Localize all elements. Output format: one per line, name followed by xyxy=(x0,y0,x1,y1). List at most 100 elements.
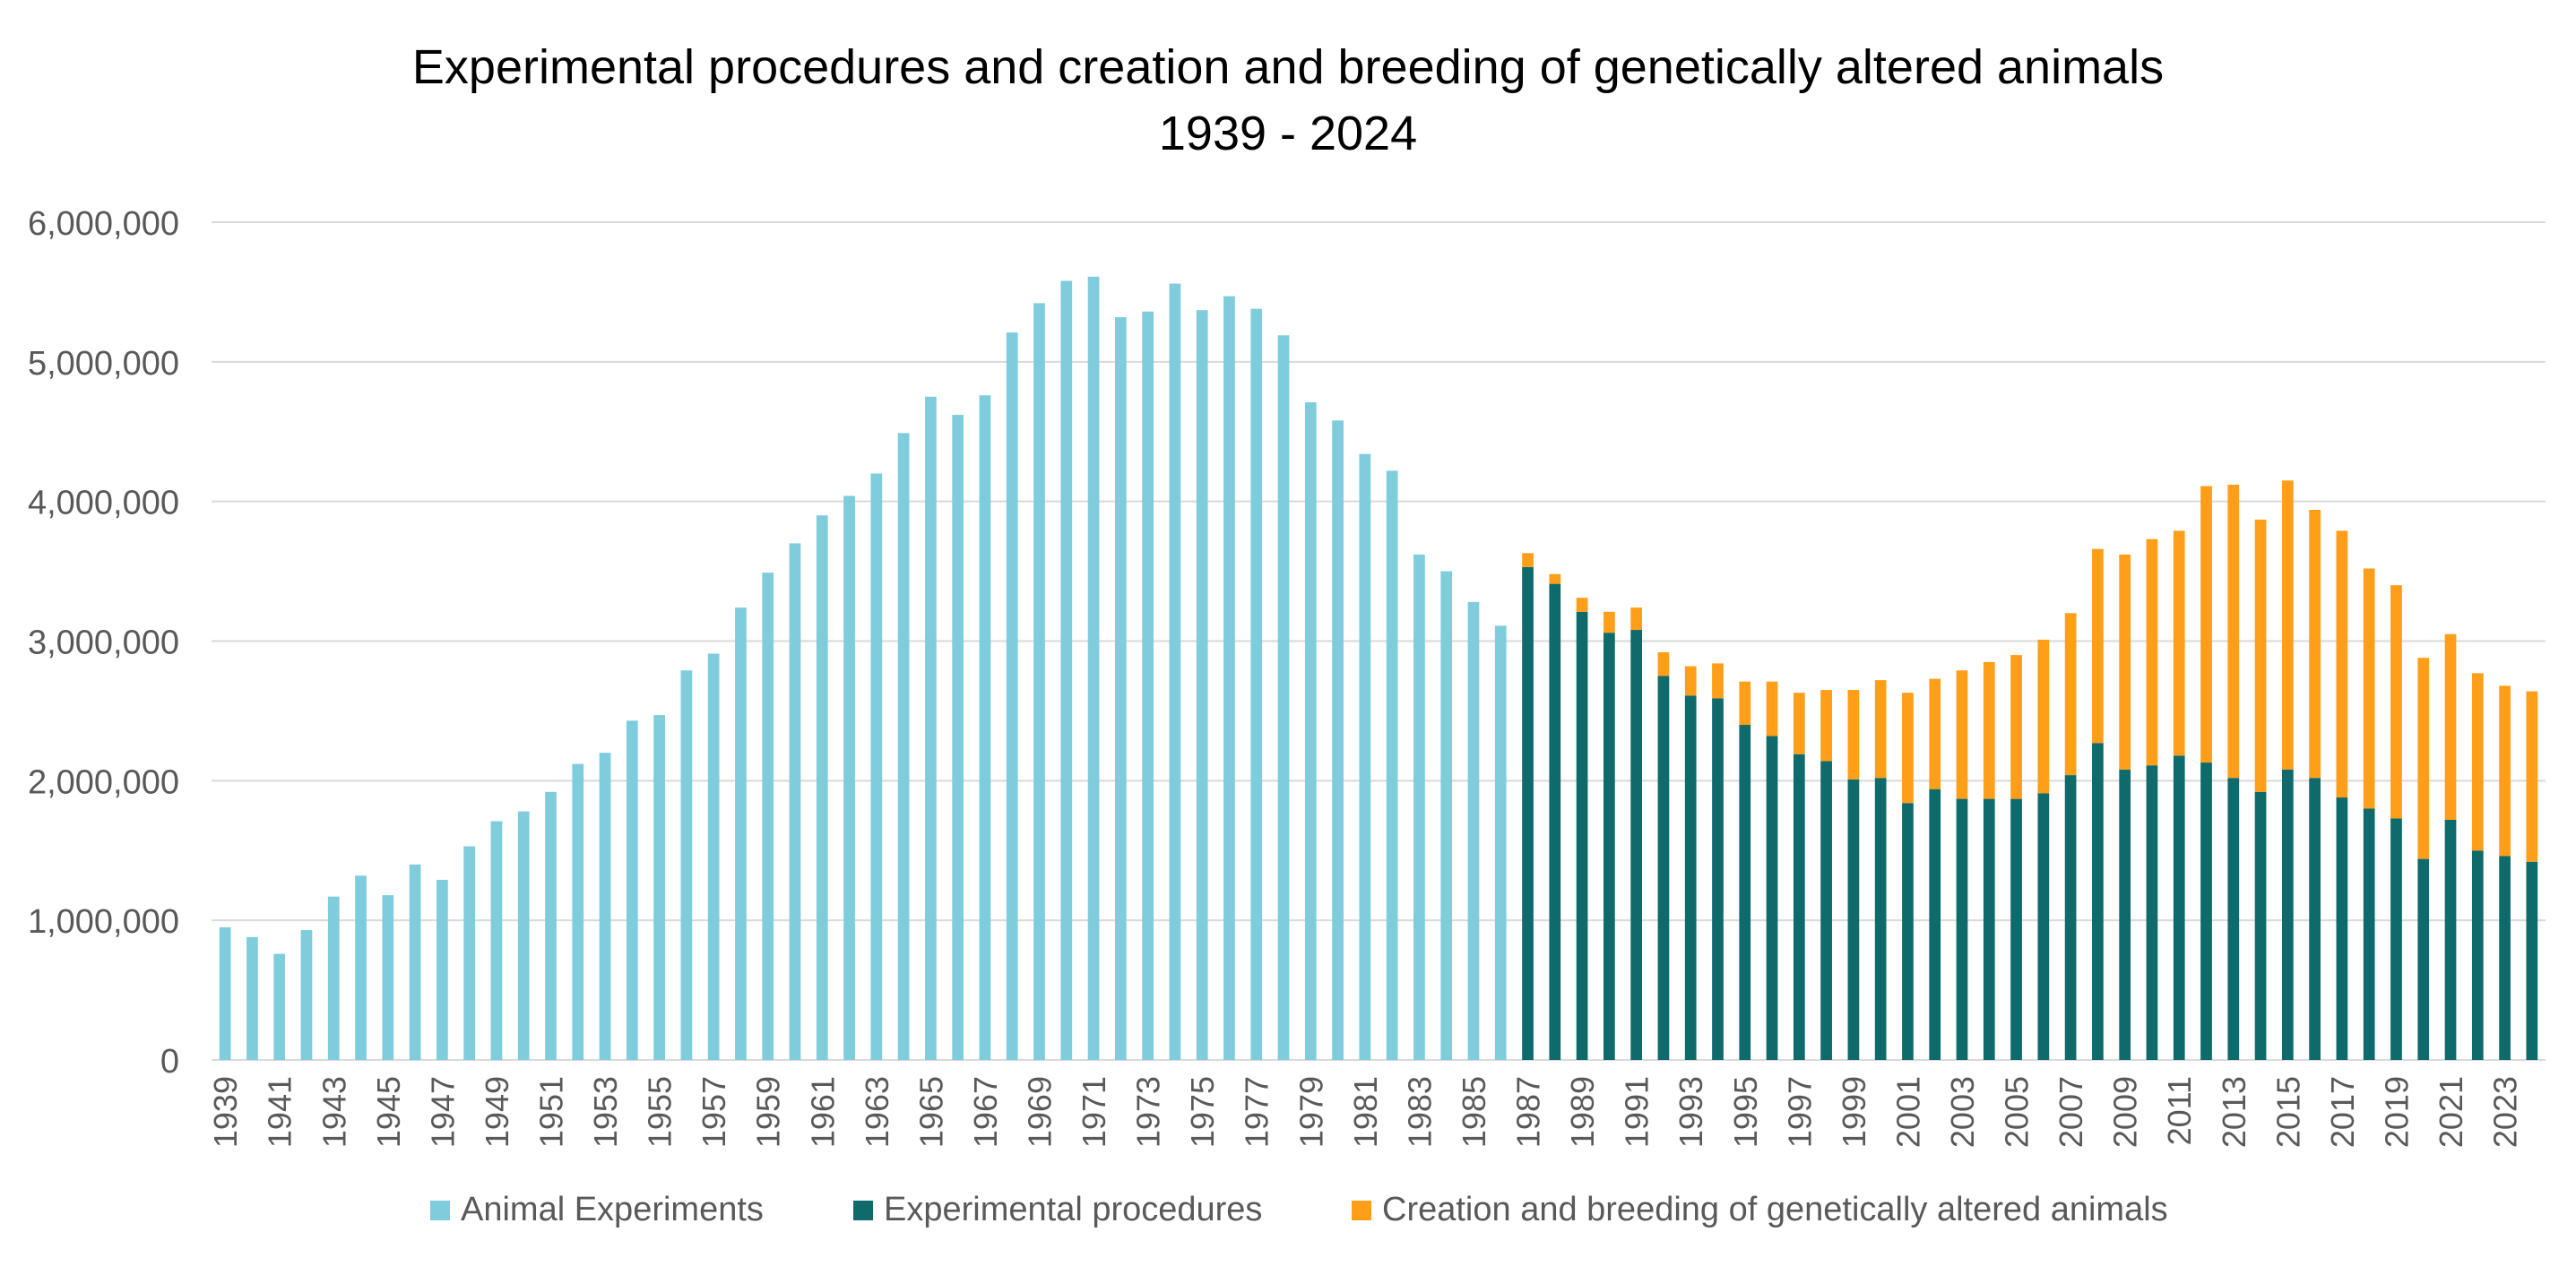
x-tick-label: 1997 xyxy=(1781,1076,1818,1148)
x-tick-label: 2001 xyxy=(1889,1076,1926,1148)
legend-swatch xyxy=(853,1201,873,1220)
bar xyxy=(219,926,231,1060)
x-tick-label: 1955 xyxy=(642,1076,679,1148)
legend-label: Creation and breeding of genetically alt… xyxy=(1382,1191,2168,1228)
bar xyxy=(382,895,394,1060)
x-tick-label: 1989 xyxy=(1564,1076,1601,1148)
bar xyxy=(1522,553,1534,567)
bar xyxy=(2092,548,2104,744)
bar xyxy=(2390,585,2402,819)
bar xyxy=(1766,681,1778,737)
x-tick-label: 1949 xyxy=(479,1076,515,1148)
bar xyxy=(1604,633,1615,1060)
bar xyxy=(2010,798,2022,1060)
bar xyxy=(789,543,801,1060)
x-tick-label: 1961 xyxy=(804,1076,841,1148)
bar xyxy=(300,930,313,1060)
x-tick-label: 1979 xyxy=(1292,1076,1329,1148)
bar xyxy=(2471,850,2484,1060)
x-tick-label: 1957 xyxy=(696,1076,732,1148)
x-tick-label: 1951 xyxy=(532,1076,569,1148)
bar xyxy=(2064,775,2077,1060)
bar xyxy=(355,875,367,1060)
chart-title: Experimental procedures and creation and… xyxy=(411,40,2165,94)
x-tick-label: 1953 xyxy=(587,1076,624,1148)
bar xyxy=(816,515,828,1060)
bar xyxy=(2227,484,2240,779)
bar xyxy=(2444,633,2457,820)
bar xyxy=(2471,673,2484,851)
x-tick-label: 2003 xyxy=(1944,1076,1981,1148)
bar xyxy=(2119,769,2131,1060)
bar xyxy=(572,763,584,1060)
bar xyxy=(1820,690,1832,762)
bar xyxy=(1604,611,1615,633)
bar xyxy=(1874,778,1887,1060)
x-tick-label: 1941 xyxy=(262,1076,298,1148)
x-tick-label: 1987 xyxy=(1510,1076,1547,1148)
y-tick-label: 2,000,000 xyxy=(28,763,179,801)
x-tick-label: 1999 xyxy=(1836,1076,1872,1148)
x-tick-label: 1967 xyxy=(967,1076,1004,1148)
bar xyxy=(2499,856,2511,1060)
bar xyxy=(1657,651,1670,676)
bar xyxy=(490,821,503,1060)
bar xyxy=(273,953,286,1060)
bar xyxy=(1956,798,1968,1060)
bar xyxy=(1929,678,1941,789)
bar xyxy=(2309,510,2321,779)
bar xyxy=(1956,670,1968,799)
bar xyxy=(1467,601,1480,1060)
bar xyxy=(1712,698,1724,1060)
bar xyxy=(1332,420,1344,1060)
bar xyxy=(2092,743,2104,1060)
bar xyxy=(2037,639,2050,794)
bar xyxy=(2173,530,2185,756)
bar xyxy=(1440,571,1453,1060)
x-tick-label: 1959 xyxy=(750,1076,787,1148)
x-tick-label: 1991 xyxy=(1619,1076,1655,1148)
bar xyxy=(1657,676,1670,1060)
bar xyxy=(2064,613,2077,776)
bar xyxy=(1739,681,1751,725)
x-tick-label: 2011 xyxy=(2161,1076,2198,1145)
bar xyxy=(2200,762,2212,1060)
bar xyxy=(1386,470,1398,1060)
bar xyxy=(1766,736,1778,1060)
bar xyxy=(2363,808,2375,1060)
bar xyxy=(1983,798,1995,1060)
x-tick-label: 2005 xyxy=(1999,1076,2036,1148)
bar xyxy=(2254,519,2267,792)
bar xyxy=(517,811,530,1060)
legend-swatch xyxy=(430,1201,450,1220)
x-tick-label: 1939 xyxy=(207,1076,244,1148)
legend-label: Animal Experiments xyxy=(461,1191,764,1228)
bar xyxy=(952,415,964,1060)
bar xyxy=(1576,611,1588,1060)
bar xyxy=(2390,818,2402,1060)
x-tick-label: 2017 xyxy=(2324,1076,2361,1148)
bar xyxy=(2417,858,2430,1060)
bar xyxy=(1793,754,1805,1060)
x-tick-label: 1973 xyxy=(1130,1076,1167,1148)
legend-label: Experimental procedures xyxy=(884,1191,1262,1228)
x-tick-label: 1981 xyxy=(1347,1076,1384,1148)
bar xyxy=(1223,296,1235,1060)
bar xyxy=(2309,778,2321,1060)
bar xyxy=(1142,311,1154,1060)
y-tick-label: 5,000,000 xyxy=(28,345,179,383)
x-tick-label: 1945 xyxy=(370,1076,407,1148)
bar xyxy=(1739,725,1751,1060)
bar xyxy=(680,670,693,1060)
bar xyxy=(1522,566,1534,1060)
bar xyxy=(762,573,774,1060)
bar xyxy=(1494,625,1507,1060)
bar xyxy=(2146,765,2158,1060)
y-tick-label: 6,000,000 xyxy=(28,205,179,243)
legend-swatch xyxy=(1352,1201,1371,1220)
bar xyxy=(1277,335,1290,1061)
x-tick-label: 1971 xyxy=(1076,1076,1112,1148)
bar xyxy=(2037,793,2050,1060)
x-tick-label: 2021 xyxy=(2433,1076,2469,1148)
bar xyxy=(1630,630,1643,1060)
